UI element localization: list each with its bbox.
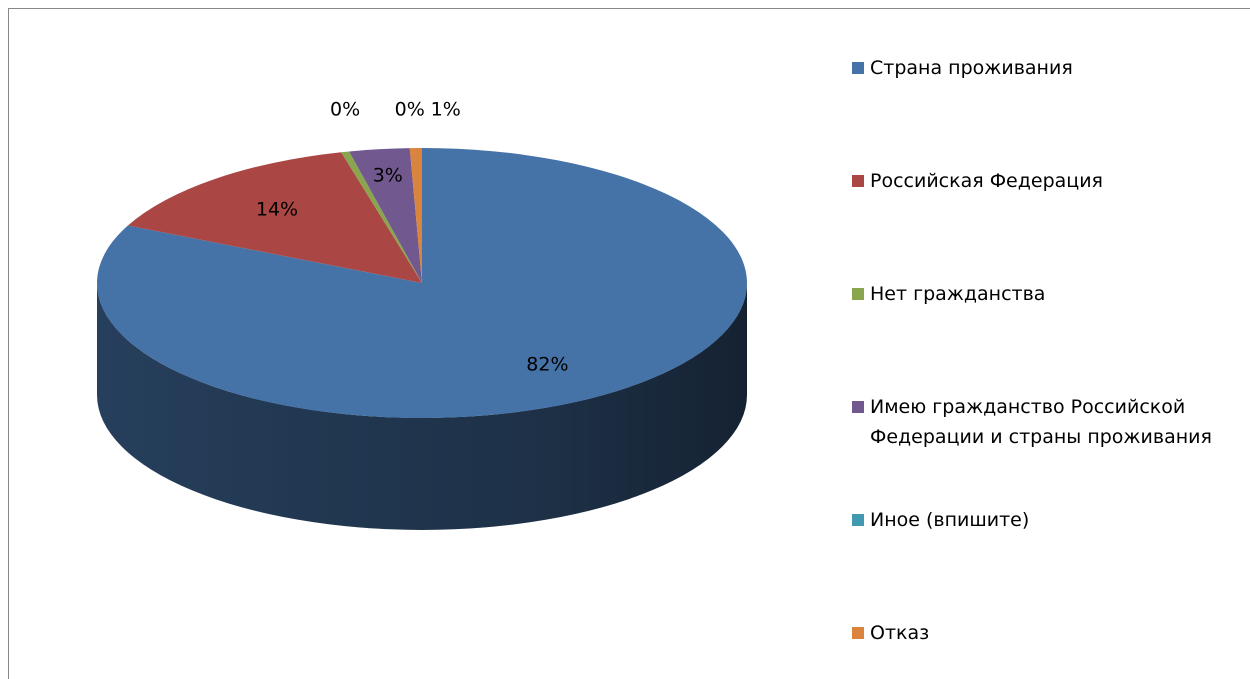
data-label: 14% [256, 199, 298, 221]
legend-swatch [852, 288, 864, 300]
legend-label: Имею гражданство Российской Федерации и … [870, 396, 1212, 448]
legend-swatch [852, 401, 864, 413]
slice [341, 151, 422, 283]
legend-label: Иное (впишите) [870, 509, 1030, 531]
data-label: 0% [395, 99, 425, 121]
slice-side [97, 283, 747, 530]
data-label: 82% [526, 354, 568, 376]
legend-swatch [852, 514, 864, 526]
legend-item: Страна проживания [852, 53, 1230, 83]
legend-label: Нет гражданства [870, 283, 1046, 305]
legend-swatch [852, 627, 864, 639]
slice [96, 148, 747, 419]
data-label: 3% [373, 164, 403, 186]
legend-item: Имею гражданство Российской Федерации и … [852, 392, 1230, 452]
legend-label: Российская Федерация [870, 170, 1103, 192]
slice [127, 152, 422, 283]
slice [409, 148, 422, 283]
chart-frame [8, 8, 1250, 679]
slice [349, 148, 422, 283]
legend-item: Российская Федерация [852, 166, 1230, 196]
legend-label: Страна проживания [870, 57, 1073, 79]
legend-swatch [852, 62, 864, 74]
legend-item: Иное (впишите) [852, 505, 1230, 535]
legend-item: Нет гражданства [852, 279, 1230, 309]
data-label: 0% [330, 99, 360, 121]
data-label: 1% [431, 99, 461, 121]
legend-swatch [852, 175, 864, 187]
legend-item: Отказ [852, 618, 1230, 648]
legend-label: Отказ [870, 622, 930, 644]
